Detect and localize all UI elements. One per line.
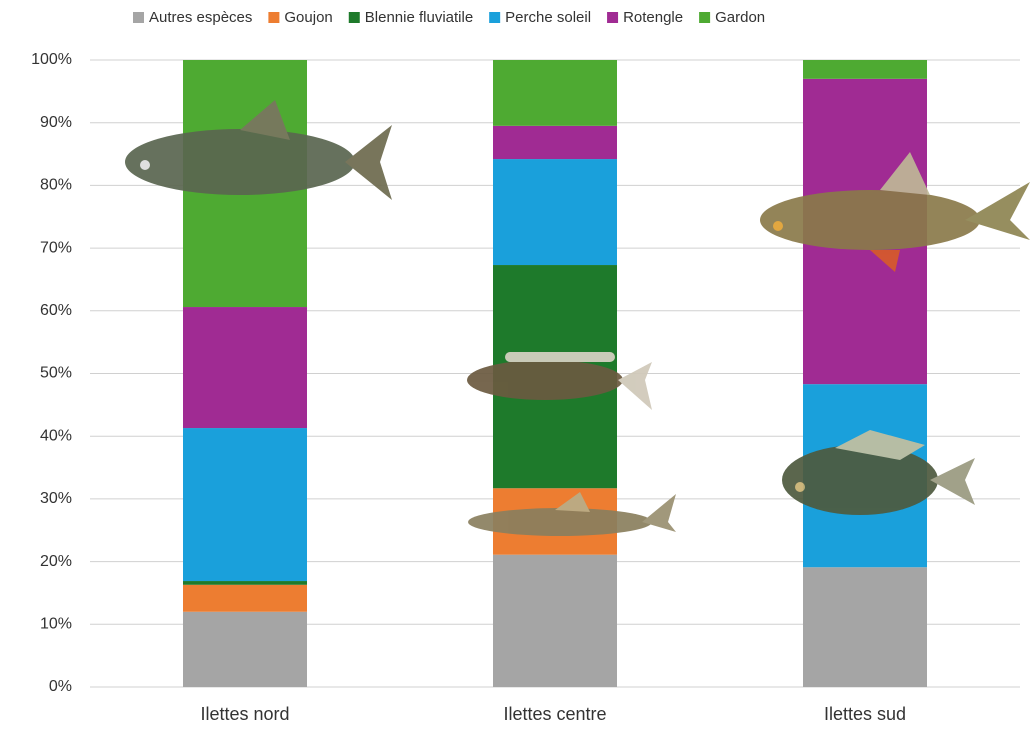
legend-swatch: [268, 12, 280, 23]
y-tick-label: 70%: [40, 239, 72, 256]
y-tick-label: 20%: [40, 553, 72, 570]
legend-label: Goujon: [284, 9, 332, 26]
bar-segment: [183, 611, 307, 687]
legend-label: Gardon: [715, 9, 765, 26]
y-tick-label: 30%: [40, 490, 72, 507]
legend-swatch: [348, 12, 360, 23]
bar-segment: [493, 159, 617, 266]
y-tick-label: 40%: [40, 427, 72, 444]
bar-segment: [183, 428, 307, 582]
y-tick-label: 80%: [40, 177, 72, 194]
bar-segment: [493, 125, 617, 160]
y-tick-label: 0%: [49, 678, 72, 695]
bar-segment: [493, 554, 617, 687]
y-tick-label: 90%: [40, 114, 72, 131]
legend-swatch: [607, 12, 619, 23]
fish-gardon: [125, 100, 392, 200]
bar-segment: [803, 567, 927, 687]
fish-illustrations: [125, 100, 1030, 536]
y-tick-label: 60%: [40, 302, 72, 319]
legend-label: Blennie fluviatile: [365, 9, 473, 26]
fish-perche-soleil: [782, 430, 975, 515]
legend-swatch: [133, 12, 144, 23]
legend-label: Perche soleil: [505, 9, 591, 26]
legend-swatch: [489, 12, 501, 23]
bar-segment: [183, 584, 307, 612]
y-tick-label: 100%: [31, 51, 72, 68]
bar-segment: [493, 60, 617, 126]
bar-segment: [183, 307, 307, 429]
fish-blennie: [467, 352, 652, 410]
fish-rotengle: [760, 152, 1030, 272]
bar-segment: [803, 60, 927, 79]
legend-swatch: [699, 12, 711, 23]
bar-segment: [183, 581, 307, 585]
y-tick-label: 50%: [40, 365, 72, 382]
bars: [90, 59, 1020, 688]
legend-label: Rotengle: [623, 9, 683, 26]
legend: Autres espèces Goujon Blennie fluviatile Pe…: [133, 9, 765, 26]
legend-label: Autres espèces: [149, 9, 252, 26]
y-tick-label: 10%: [40, 616, 72, 633]
x-tick-label: Ilettes centre: [503, 704, 606, 724]
fish-goujon: [468, 492, 676, 536]
x-tick-label: Ilettes nord: [200, 704, 289, 724]
x-tick-label: Ilettes sud: [824, 704, 906, 724]
